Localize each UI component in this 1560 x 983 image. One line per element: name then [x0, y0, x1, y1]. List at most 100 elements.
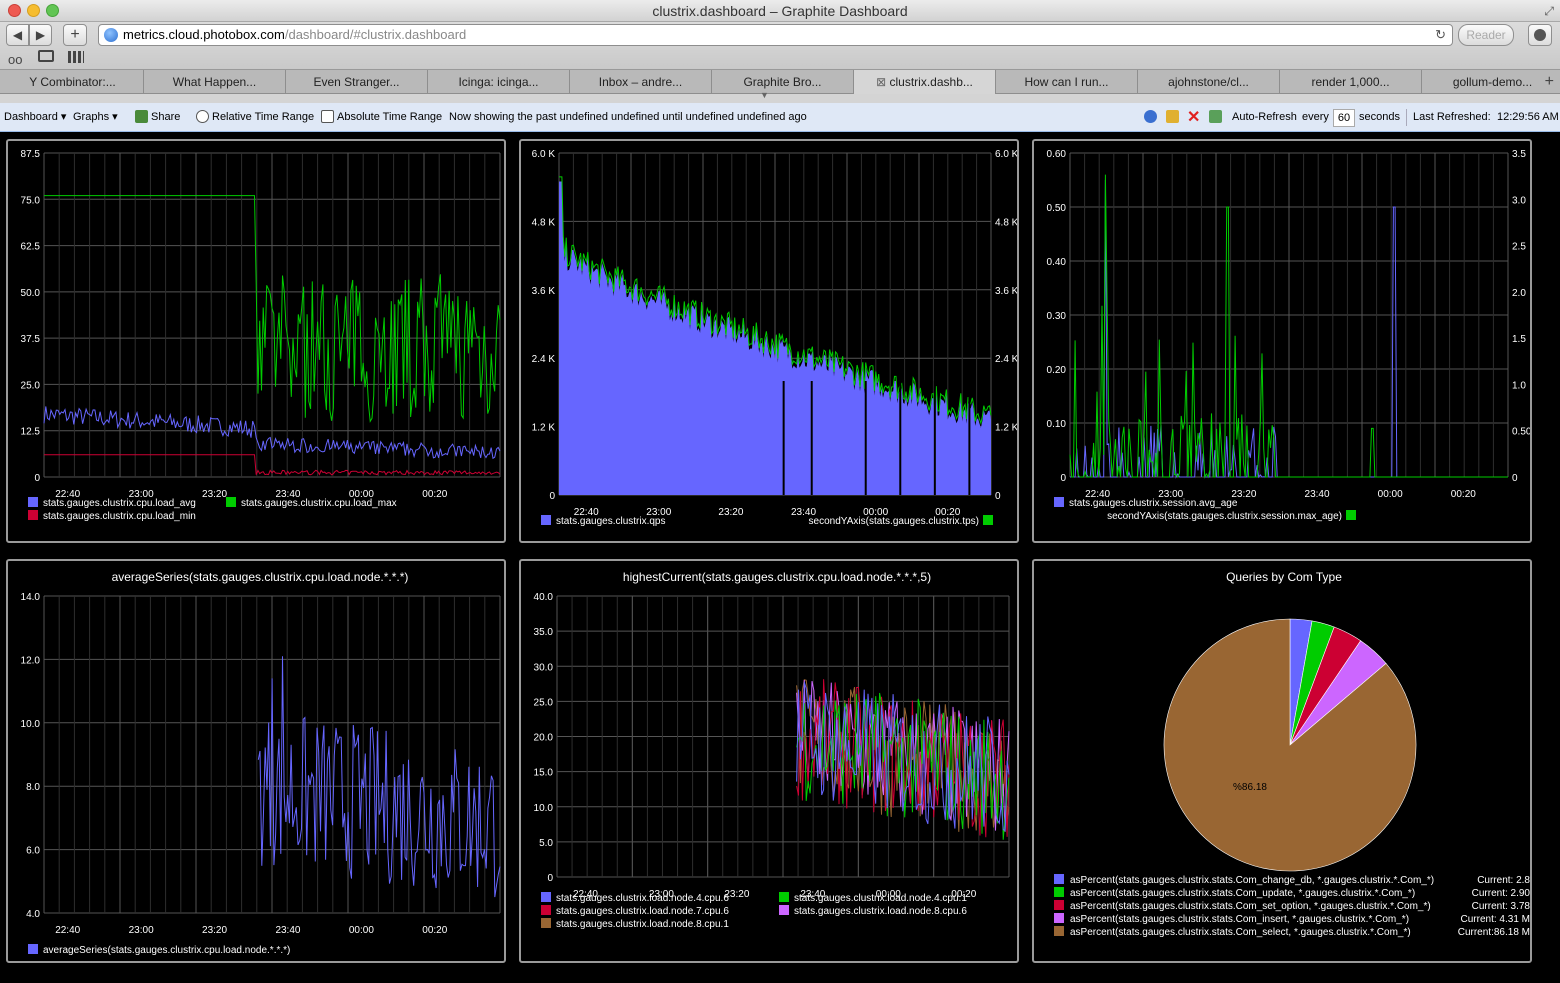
legend-current-value: Current: 4.31 M	[1461, 914, 1530, 925]
graph-canvas: 6.0 K 4.8 K 3.6 K 2.4 K 1.2 K 0 6.0 K 4.8 K 3.6 …	[532, 149, 1019, 527]
y2-tick-label: 6.0 K	[995, 149, 1017, 160]
y-tick-label: 25.0	[21, 380, 41, 391]
graph-panel[interactable]: Queries by Com Type %86.18 asPercent(stats…	[1032, 559, 1536, 963]
x-tick-label: 22:40	[55, 925, 80, 936]
tab-label: render 1,000...	[1311, 75, 1390, 89]
address-bar[interactable]: metrics.cloud.photobox.com/dashboard/#cl…	[98, 24, 1453, 46]
graph-canvas: Queries by Com Type %86.18 asPercent(stats…	[1054, 570, 1536, 938]
graph-panel[interactable]: averageSeries(stats.gauges.clustrix.cpu.…	[6, 559, 506, 963]
downloads-button[interactable]	[1528, 24, 1552, 46]
new-tab-button[interactable]: +	[1544, 73, 1554, 90]
dashboard-menu[interactable]: Dashboard ▾	[4, 111, 67, 123]
legend-label: averageSeries(stats.gauges.clustrix.cpu.…	[43, 945, 290, 956]
browser-tab[interactable]: How can I run...	[996, 70, 1138, 94]
legend-current-bg	[1446, 925, 1536, 937]
x-tick-label: 00:20	[422, 489, 447, 500]
dashboard-canvas: 87.5 75.0 62.5 50.0 37.5 25.0 12.5 0 22:40 23:00 2…	[0, 133, 1560, 983]
browser-tab[interactable]: Y Combinator:...	[2, 70, 144, 94]
back-button[interactable]: ◀	[6, 24, 29, 46]
minimize-window-button[interactable]	[27, 4, 40, 17]
x-tick-label: 00:00	[349, 489, 374, 500]
x-tick-label: 00:00	[876, 889, 901, 900]
absolute-time-range-button[interactable]: Absolute Time Range	[321, 103, 442, 132]
graphs-menu[interactable]: Graphs ▾	[73, 111, 118, 123]
y-tick-label: 12.5	[21, 427, 41, 438]
y-tick-label: 10.0	[21, 719, 41, 730]
graph-canvas: averageSeries(stats.gauges.clustrix.cpu.…	[21, 570, 501, 956]
reader-button[interactable]: Reader	[1458, 24, 1514, 46]
close-window-button[interactable]	[8, 4, 21, 17]
browser-tab[interactable]: ⊠ clustrix.dashb...	[854, 70, 996, 94]
seconds-label: seconds	[1359, 111, 1400, 123]
graph-panel[interactable]: 87.5 75.0 62.5 50.0 37.5 25.0 12.5 0 22:40 23:00 2…	[6, 139, 506, 543]
chart-title: highestCurrent(stats.gauges.clustrix.cpu…	[623, 570, 931, 584]
browser-tab[interactable]: Graphite Bro...	[712, 70, 854, 94]
browser-tab[interactable]: Even Stranger...	[286, 70, 428, 94]
back-arrow-icon: ◀	[12, 28, 23, 42]
legend-label: stats.gauges.clustrix.load.node.4.cpu.1	[794, 893, 967, 904]
chevron-down-icon[interactable]: ▼	[760, 90, 769, 100]
fullscreen-icon[interactable]: ⤢	[1544, 4, 1554, 18]
graph-panel[interactable]: highestCurrent(stats.gauges.clustrix.cpu…	[519, 559, 1019, 963]
x-tick-label: 00:00	[1378, 489, 1403, 500]
reading-list-icon[interactable]: oo	[8, 52, 23, 67]
share-button[interactable]: Share	[135, 103, 180, 132]
browser-tab[interactable]: gollum-demo...	[1422, 70, 1560, 94]
legend-current-bg	[1446, 912, 1536, 924]
every-label: every	[1302, 111, 1329, 123]
legend-swatch	[541, 515, 551, 525]
reload-icon[interactable]: ↻	[1435, 27, 1446, 42]
edit-settings-icon[interactable]	[1166, 103, 1182, 132]
x-tick-label: 23:00	[649, 889, 674, 900]
series-load-min	[44, 454, 501, 476]
y-tick-label: 6.0	[26, 846, 40, 857]
refresh-icon[interactable]	[1209, 103, 1225, 132]
y-tick-label: 0.30	[1047, 311, 1067, 322]
bookmarks-icon[interactable]	[38, 50, 54, 62]
graph-panel[interactable]: 6.0 K 4.8 K 3.6 K 2.4 K 1.2 K 0 6.0 K 4.8 K 3.6 …	[519, 139, 1019, 543]
browser-tab[interactable]: Inbox – andre...	[570, 70, 712, 94]
x-tick-label: 23:20	[202, 489, 227, 500]
graph-canvas: 0.60 0.50 0.40 0.30 0.20 0.10 0 3.5 3.0 2.5 2.0 1.5…	[1047, 149, 1532, 522]
y-tick-label: 2.4 K	[532, 354, 556, 365]
top-sites-icon[interactable]	[68, 51, 84, 63]
legend-swatch	[779, 905, 789, 915]
tab-label: What Happen...	[172, 75, 257, 89]
url-host: metrics.cloud.photobox.com	[123, 27, 285, 42]
y-tick-label: 50.0	[21, 288, 41, 299]
share-label: Share	[151, 111, 181, 123]
x-tick-label: 23:00	[129, 489, 154, 500]
browser-tab[interactable]: render 1,000...	[1280, 70, 1422, 94]
x-tick-label: 22:40	[1085, 489, 1110, 500]
browser-toolbar: ◀ ▶ + metrics.cloud.photobox.com/dashboa…	[0, 22, 1560, 69]
tab-bar: Y Combinator:... What Happen... Even Stran…	[0, 69, 1560, 94]
info-icon[interactable]	[1144, 103, 1160, 132]
add-bookmark-button[interactable]: +	[63, 24, 87, 46]
forward-button[interactable]: ▶	[29, 24, 52, 46]
refresh-interval-input[interactable]: 60	[1333, 109, 1355, 127]
zoom-window-button[interactable]	[46, 4, 59, 17]
y2-tick-label: 2.5	[1512, 242, 1526, 253]
remove-all-icon[interactable]: ✕	[1187, 109, 1201, 126]
auto-refresh-label[interactable]: Auto-Refresh	[1232, 111, 1297, 123]
window-title: clustrix.dashboard – Graphite Dashboard	[652, 3, 908, 19]
close-tab-icon[interactable]: ⊠	[876, 75, 890, 89]
globe-icon	[104, 28, 118, 42]
legend-swatch	[1054, 887, 1064, 897]
tab-label: Y Combinator:...	[29, 75, 116, 89]
series-qps-area	[559, 181, 991, 495]
graph-panel[interactable]: 0.60 0.50 0.40 0.30 0.20 0.10 0 3.5 3.0 2.5 2.0 1.5…	[1032, 139, 1532, 543]
refresh-shape	[1209, 110, 1222, 123]
absolute-time-label: Absolute Time Range	[337, 111, 443, 123]
x-tick-label: 23:40	[800, 889, 825, 900]
y-tick-label: 8.0	[26, 782, 40, 793]
url-path: /dashboard/#clustrix.dashboard	[284, 27, 467, 42]
browser-tab[interactable]: Icinga: icinga...	[428, 70, 570, 94]
relative-time-range-button[interactable]: Relative Time Range	[196, 103, 314, 132]
browser-tab[interactable]: ajohnstone/cl...	[1138, 70, 1280, 94]
legend-label: stats.gauges.clustrix.load.node.8.cpu.6	[794, 906, 967, 917]
legend-swatch	[541, 918, 551, 928]
y-tick-label: 0.10	[1047, 419, 1067, 430]
legend-label: stats.gauges.clustrix.cpu.load_max	[241, 498, 397, 509]
browser-tab[interactable]: What Happen...	[144, 70, 286, 94]
